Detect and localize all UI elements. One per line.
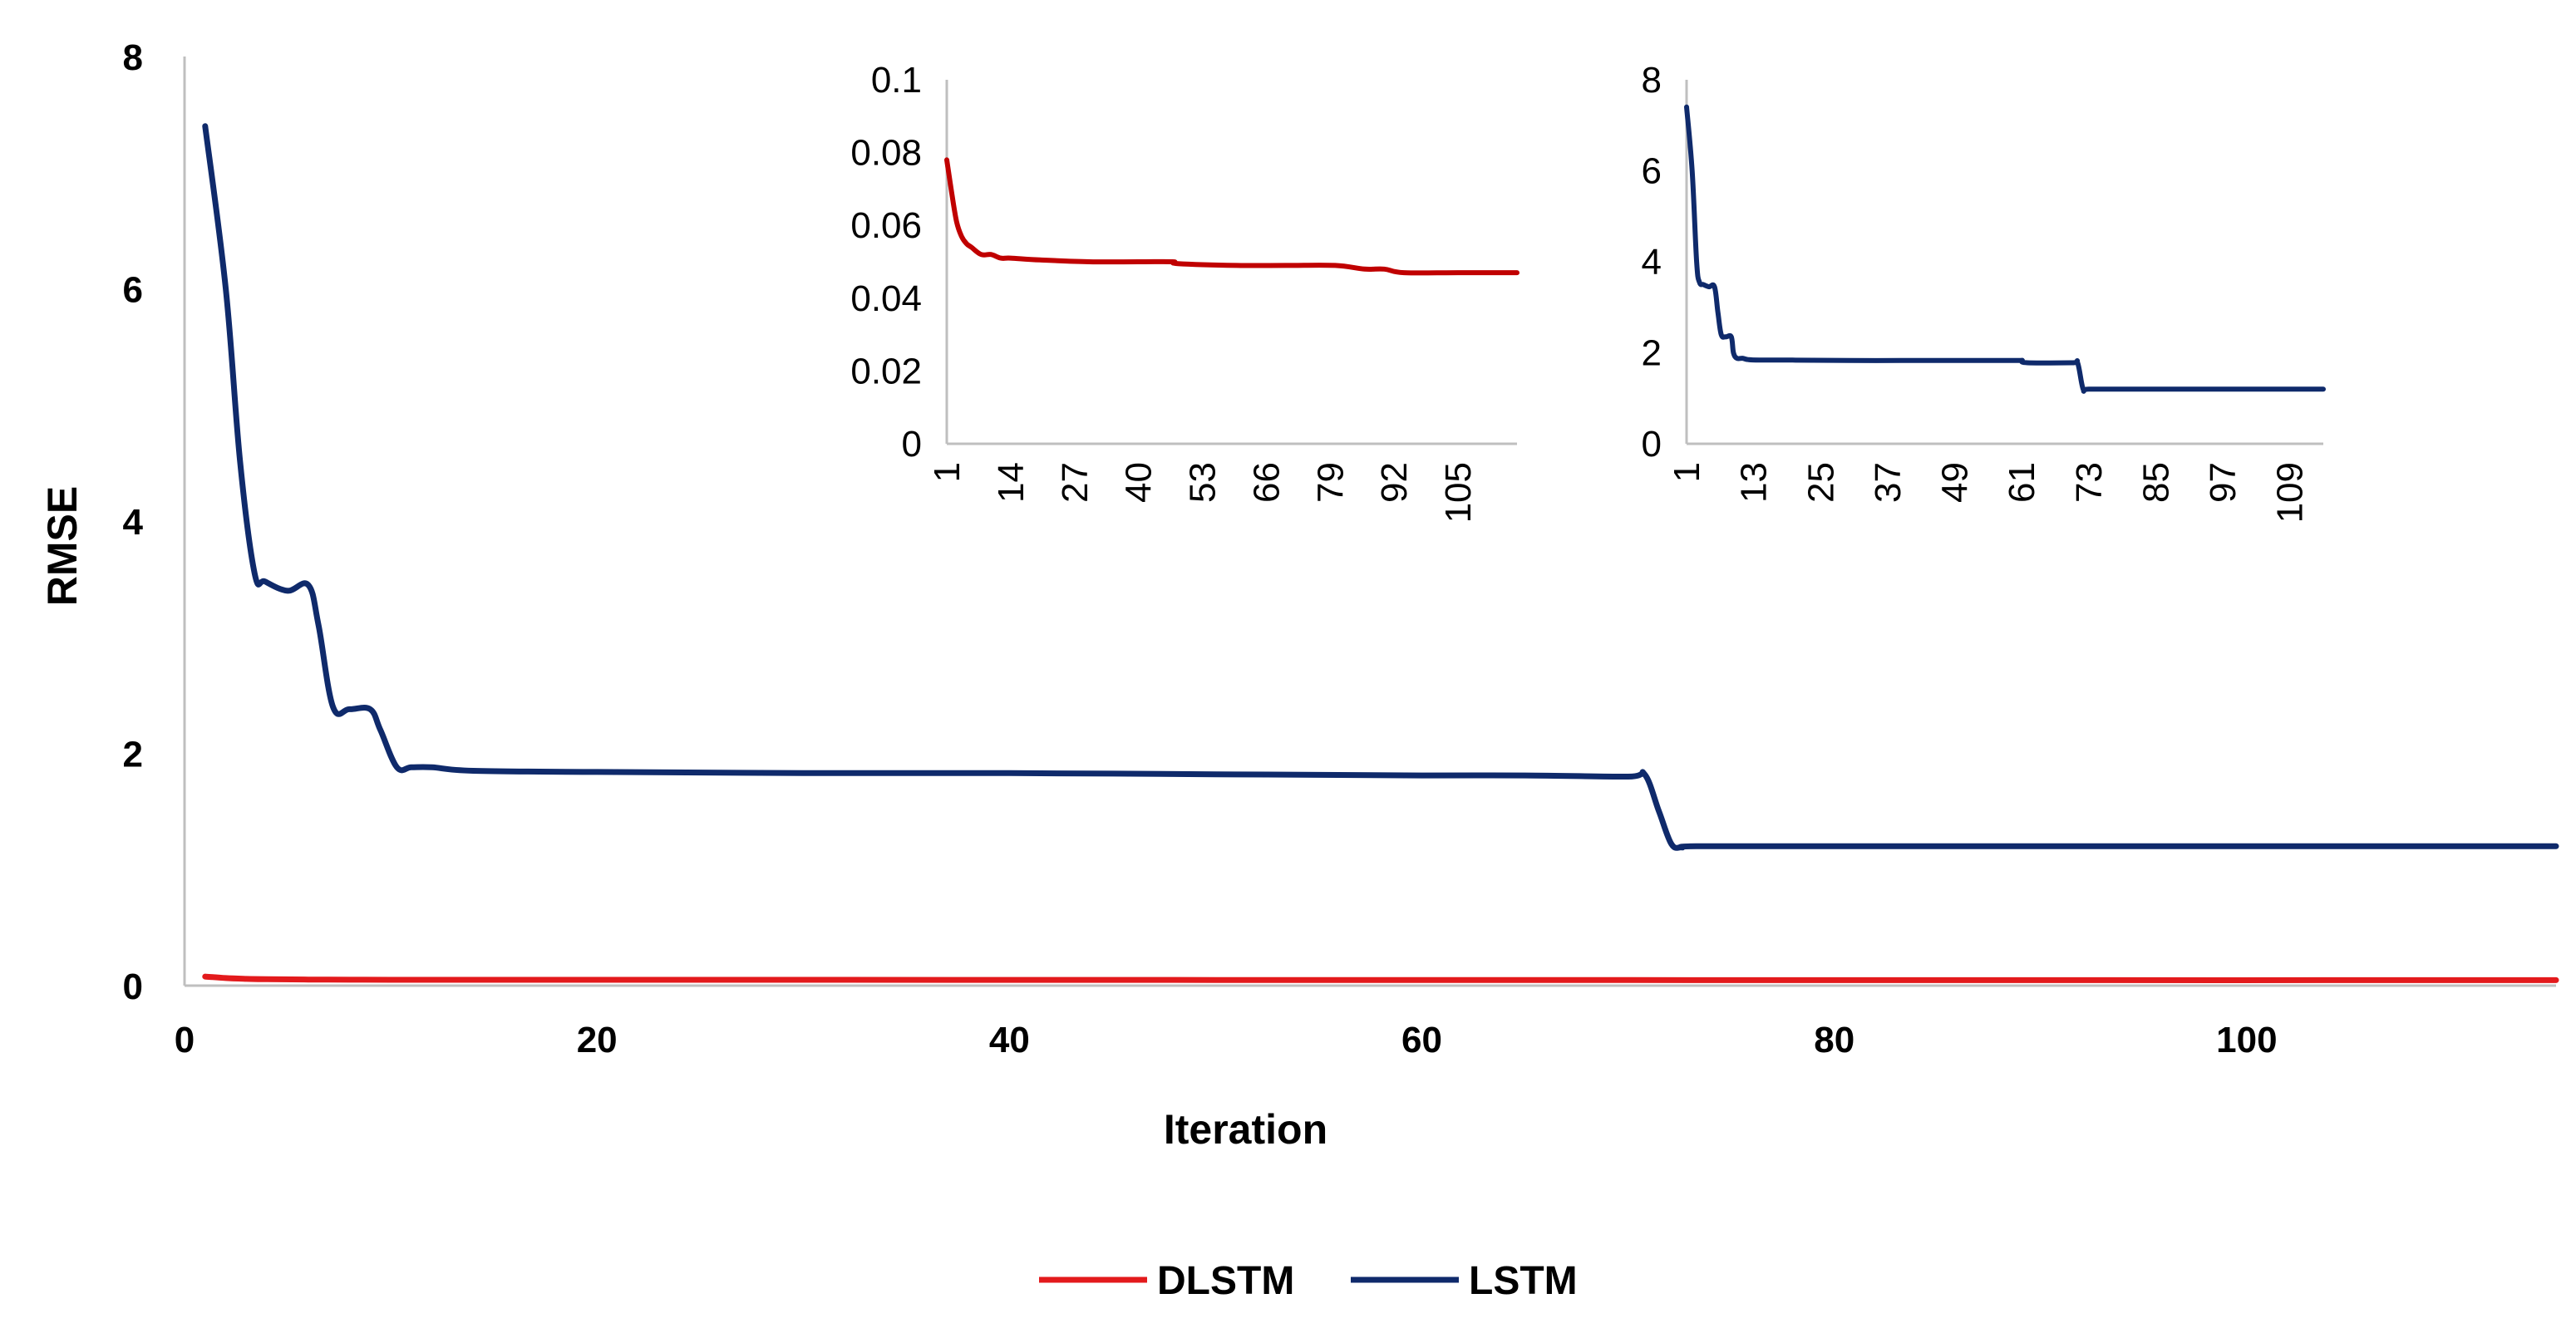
- main-series-dlstm-line: [202, 973, 2559, 983]
- inset-lstm-plot: 0 2 4 6 8 1 13 25 37 49 61 73 85 97 109: [1642, 60, 2326, 523]
- main-y-axis-title: RMSE: [39, 486, 86, 606]
- main-x-tick-label: 100: [2216, 1020, 2277, 1060]
- inset-dlstm-plot-y-tick-label: 0: [902, 424, 922, 465]
- legend-dlstm-label: DLSTM: [1157, 1259, 1294, 1303]
- legend: DLSTM LSTM: [1039, 1259, 1578, 1303]
- inset-lstm-plot-y-tick-label: 0: [1642, 424, 1662, 465]
- inset-dlstm-plot-y-tick-label: 0.02: [850, 351, 922, 391]
- main-x-tick-label: 0: [175, 1020, 195, 1060]
- inset-dlstm-plot-x-tick-label: 66: [1246, 462, 1287, 503]
- inset-dlstm-plot-x-tick-label: 79: [1310, 462, 1351, 503]
- inset-dlstm-plot-y-tick-label: 0.06: [850, 205, 922, 246]
- inset-lstm-plot-y-tick-label: 2: [1642, 333, 1662, 374]
- inset-dlstm-plot-y-tick-label: 0.08: [850, 133, 922, 174]
- inset-lstm-plot-x-tick-label: 13: [1734, 462, 1775, 503]
- inset-lstm-plot-x-tick-label: 1: [1667, 462, 1707, 482]
- main-y-tick-label: 0: [123, 967, 143, 1007]
- inset-dlstm-plot-y-tick-label: 0.04: [850, 278, 922, 319]
- main-y-tick-label: 8: [123, 37, 143, 78]
- main-x-tick-label: 60: [1401, 1020, 1442, 1060]
- inset-dlstm-plot-x-tick-label: 27: [1055, 462, 1096, 503]
- inset-lstm-plot-x-tick-label: 85: [2135, 462, 2176, 503]
- inset-dlstm-plot-y-tick-label: 0.1: [871, 60, 922, 101]
- main-x-tick-label: 20: [577, 1020, 618, 1060]
- main-y-tick-label: 2: [123, 735, 143, 775]
- main-series-lstm-line: [202, 123, 2559, 851]
- inset-lstm-plot-y-tick-label: 6: [1642, 151, 1662, 192]
- inset-lstm-plot-x-tick-label: 37: [1868, 462, 1909, 503]
- inset-dlstm-plot-x-tick-label: 40: [1119, 462, 1160, 503]
- main-y-tick-label: 4: [123, 502, 144, 543]
- inset-lstm-plot-x-tick-label: 49: [1935, 462, 1976, 503]
- inset-lstm-series-line: [1684, 104, 2326, 394]
- inset-lstm-plot-y-tick-label: 8: [1642, 60, 1662, 101]
- main-x-axis-title: Iteration: [1164, 1106, 1327, 1153]
- legend-lstm-label: LSTM: [1469, 1259, 1578, 1303]
- inset-dlstm-plot-x-tick-label: 14: [991, 462, 1032, 503]
- main-x-tick-label: 40: [989, 1020, 1030, 1060]
- inset-lstm-plot-x-tick-label: 97: [2203, 462, 2244, 503]
- inset-lstm-plot-x-tick-label: 25: [1800, 462, 1841, 503]
- inset-lstm-plot-x-tick-label: 109: [2270, 462, 2311, 523]
- inset-dlstm-series-line: [944, 157, 1519, 276]
- inset-dlstm-plot-x-tick-label: 105: [1438, 462, 1479, 523]
- inset-lstm-plot-x-tick-label: 61: [2002, 462, 2042, 503]
- main-x-tick-label: 80: [1814, 1020, 1854, 1060]
- inset-lstm-plot-y-tick-label: 4: [1642, 242, 1662, 283]
- main-y-tick-label: 6: [123, 270, 143, 311]
- inset-dlstm-plot: 0 0.02 0.04 0.06 0.08 0.1 1 14 27 40 53 66 79 92 105: [850, 60, 1519, 523]
- inset-dlstm-plot-x-tick-label: 53: [1183, 462, 1224, 503]
- inset-lstm-plot-x-tick-label: 73: [2069, 462, 2110, 503]
- inset-dlstm-plot-x-tick-label: 1: [927, 462, 968, 482]
- inset-dlstm-plot-x-tick-label: 92: [1374, 462, 1415, 503]
